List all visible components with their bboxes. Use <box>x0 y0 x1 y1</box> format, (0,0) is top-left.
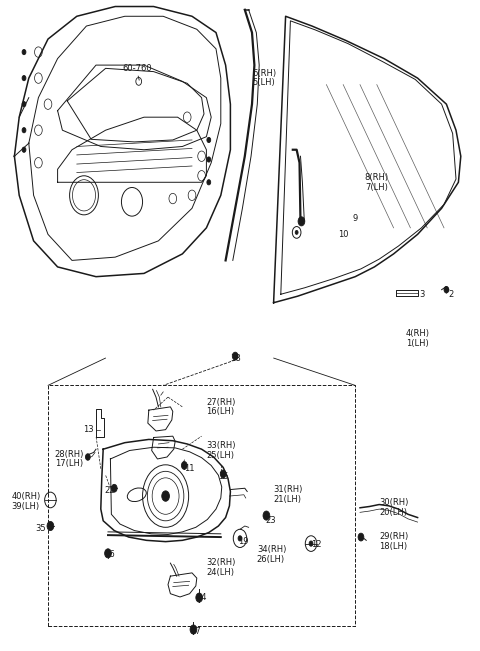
Text: 38: 38 <box>230 353 240 363</box>
Circle shape <box>22 76 26 81</box>
Text: 37: 37 <box>191 627 201 636</box>
Text: 32(RH)
24(LH): 32(RH) 24(LH) <box>206 559 236 577</box>
Circle shape <box>220 470 226 478</box>
Circle shape <box>47 521 54 531</box>
Text: 6(RH)
5(LH): 6(RH) 5(LH) <box>252 69 276 87</box>
Circle shape <box>444 286 449 293</box>
Text: 2: 2 <box>449 290 454 299</box>
Circle shape <box>111 484 117 492</box>
Text: 15: 15 <box>218 472 228 481</box>
Circle shape <box>298 217 305 226</box>
Circle shape <box>22 102 26 107</box>
Text: 19: 19 <box>239 537 249 546</box>
Text: 14: 14 <box>196 593 207 602</box>
Circle shape <box>207 180 211 185</box>
Circle shape <box>85 454 90 460</box>
Text: 10: 10 <box>338 230 348 239</box>
Text: 11: 11 <box>184 464 195 473</box>
Circle shape <box>207 157 211 162</box>
Circle shape <box>196 593 203 602</box>
Circle shape <box>295 230 298 234</box>
Text: 28(RH)
17(LH): 28(RH) 17(LH) <box>55 450 84 468</box>
Text: 35: 35 <box>35 524 46 533</box>
Text: 13: 13 <box>83 425 94 434</box>
Text: 31(RH)
21(LH): 31(RH) 21(LH) <box>274 486 303 504</box>
Circle shape <box>207 137 211 143</box>
Circle shape <box>162 491 169 501</box>
Text: 22: 22 <box>105 486 115 495</box>
Circle shape <box>358 533 364 541</box>
Text: 30(RH)
20(LH): 30(RH) 20(LH) <box>379 499 408 517</box>
Circle shape <box>22 147 26 152</box>
Circle shape <box>181 462 187 469</box>
Circle shape <box>238 536 242 541</box>
Circle shape <box>105 549 111 558</box>
Text: 9: 9 <box>353 214 358 223</box>
Text: 23: 23 <box>266 516 276 525</box>
Text: 3: 3 <box>420 290 425 299</box>
Text: 27(RH)
16(LH): 27(RH) 16(LH) <box>206 398 236 416</box>
Circle shape <box>190 625 197 634</box>
Text: 40(RH)
39(LH): 40(RH) 39(LH) <box>12 492 41 510</box>
Text: 33(RH)
25(LH): 33(RH) 25(LH) <box>206 441 236 460</box>
Text: 34(RH)
26(LH): 34(RH) 26(LH) <box>257 546 286 564</box>
Circle shape <box>263 511 270 520</box>
Circle shape <box>232 352 238 360</box>
Circle shape <box>22 128 26 133</box>
Circle shape <box>22 49 26 55</box>
Text: 8(RH)
7(LH): 8(RH) 7(LH) <box>365 173 389 191</box>
Text: 29(RH)
18(LH): 29(RH) 18(LH) <box>379 533 408 551</box>
Text: 60-760: 60-760 <box>122 64 152 73</box>
Text: 12: 12 <box>312 540 322 549</box>
Circle shape <box>309 541 313 546</box>
Text: 36: 36 <box>105 550 115 559</box>
Text: 4(RH)
1(LH): 4(RH) 1(LH) <box>406 329 430 348</box>
